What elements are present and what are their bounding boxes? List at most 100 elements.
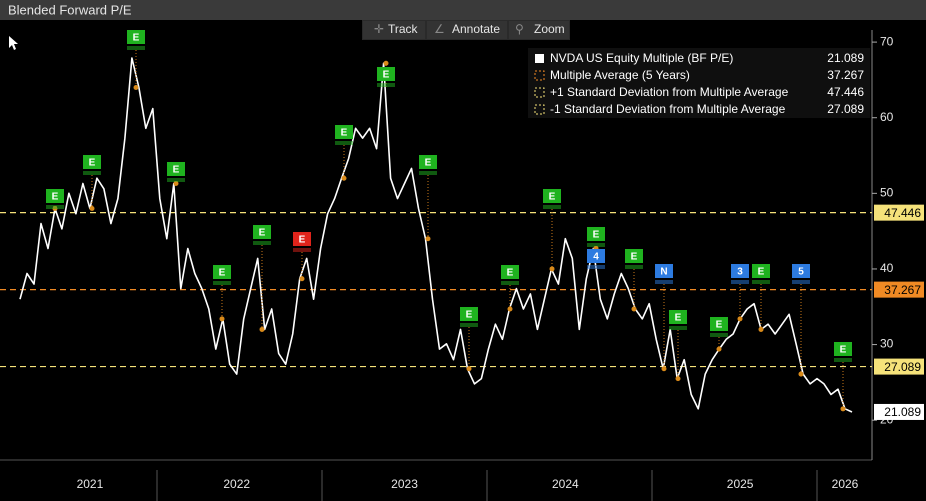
event-dot [737,316,743,322]
value-tag-label: 37.267 [884,283,921,297]
annotation-label: E [549,192,556,203]
legend-label: NVDA US Equity Multiple (BF P/E) [550,51,733,65]
event-dot [219,316,225,322]
annotation-label: 3 [737,267,743,278]
legend-label: +1 Standard Deviation from Multiple Aver… [550,85,789,99]
annotate-icon: ∠ [434,22,445,36]
annotation-label: E [341,128,348,139]
annotation-label: E [631,252,638,263]
legend-label: -1 Standard Deviation from Multiple Aver… [550,102,786,116]
y-tick-label: 30 [880,337,894,351]
title-bar [0,0,926,20]
legend-value: 27.089 [827,102,864,116]
annotation-box [792,264,810,278]
event-dot [466,366,472,372]
annotation-box [335,125,353,139]
annotation-box [625,249,643,263]
event-dot [507,306,513,312]
x-tick-label: 2021 [77,477,104,491]
event-dot [631,306,637,312]
annotation-box [669,310,687,324]
value-tag [874,403,924,420]
event-dot [798,371,804,377]
annotation-label: E [466,310,473,321]
annotation-label: E [593,230,600,241]
annotation-label: E [758,267,765,278]
annotation-label: E [219,268,226,279]
annotation-label: 4 [593,252,599,263]
event-dot [758,326,764,332]
event-dot [173,181,179,187]
event-dot [89,205,95,211]
annotation-label: E [507,268,514,279]
annotation-label: N [660,267,667,278]
track-icon: ✛ [374,22,384,36]
annotation-label: E [52,192,59,203]
y-tick-label: 70 [880,34,894,48]
annotation-label: E [716,320,723,331]
y-tick-label: 60 [880,110,894,124]
annotation-box [293,232,311,246]
legend-value: 37.267 [827,68,864,82]
zoom-label[interactable]: Zoom [534,22,565,36]
event-dot [425,236,431,242]
annotation-label: E [173,165,180,176]
y-tick-label: 40 [880,261,894,275]
value-tag-label: 21.089 [884,405,921,419]
annotation-box [543,189,561,203]
zoom-icon: ⚲ [515,22,524,36]
annotation-label: 5 [798,267,804,278]
annotation-box [213,265,231,279]
value-tag-label: 47.446 [884,206,921,220]
annotation-box [419,155,437,169]
event-dot [259,326,265,332]
track-button[interactable] [363,21,425,39]
annotation-box [167,162,185,176]
annotation-box [46,189,64,203]
event-dot [840,406,846,412]
annotation-box [127,30,145,44]
value-tag-label: 27.089 [884,360,921,374]
value-tag [874,358,924,375]
value-tag [874,204,924,221]
legend-swatch [535,54,544,63]
event-dot [549,266,555,272]
zoom-button[interactable] [509,21,569,39]
event-dot [661,366,667,372]
value-tag [874,281,924,298]
chart-title: Blended Forward P/E [8,2,132,17]
annotation-label: E [299,235,306,246]
annotation-box [253,225,271,239]
annotation-label: E [675,313,682,324]
x-tick-label: 2023 [391,477,418,491]
annotation-box [501,265,519,279]
annotation-label: E [133,33,140,44]
legend-value: 21.089 [827,51,864,65]
annotation-box [834,342,852,356]
track-label[interactable]: Track [388,22,419,36]
annotation-label: E [425,158,432,169]
legend-bg [528,48,870,118]
annotate-label[interactable]: Annotate [452,22,500,36]
cursor [9,36,18,50]
x-tick-label: 2026 [832,477,859,491]
annotation-box [587,227,605,241]
y-tick-label: 50 [880,186,894,200]
legend-swatch [534,70,545,81]
annotation-box [587,249,605,263]
annotation-box [655,264,673,278]
toolbar: ✛ Track ∠ Annotate ⚲ Zoom [362,20,570,40]
event-dot [675,376,681,382]
event-dot [341,175,347,181]
x-tick-label: 2025 [727,477,754,491]
legend-value: 47.446 [827,85,864,99]
annotation-box [710,317,728,331]
x-tick-label: 2024 [552,477,579,491]
legend: NVDA US Equity Multiple (BF P/E) 21.089 Mu… [528,48,870,118]
annotate-button[interactable] [427,21,507,39]
event-dot [299,276,305,282]
annotation-label: E [840,345,847,356]
event-dot [383,60,389,66]
event-dot [716,346,722,352]
